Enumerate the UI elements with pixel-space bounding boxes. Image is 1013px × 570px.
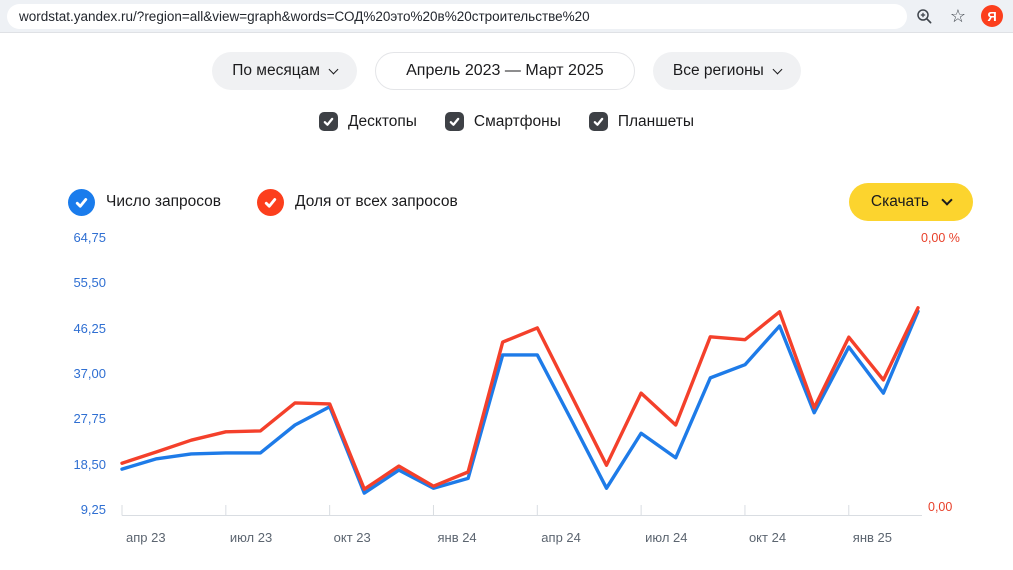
left-axis-tick-label: 18,50	[73, 456, 106, 472]
legend-item[interactable]: Доля от всех запросов	[257, 188, 458, 216]
yandex-profile-logo[interactable]: Я	[981, 5, 1003, 27]
legend-items: Число запросов Доля от всех запросов	[68, 188, 494, 216]
legend-label: Доля от всех запросов	[295, 193, 458, 210]
checkbox-checked[interactable]	[444, 112, 464, 131]
region-dropdown[interactable]: Все регионы	[652, 52, 801, 90]
x-axis-tick-label: окт 23	[333, 530, 371, 545]
device-checkbox-item[interactable]: Планшеты	[588, 112, 694, 131]
device-filters-row: Десктопы Смартфоны Планшеты	[0, 112, 1013, 131]
x-axis-tick-label: апр 23	[126, 530, 166, 545]
x-axis-tick-label: апр 24	[541, 530, 581, 545]
check-icon	[323, 117, 334, 126]
left-axis-tick-label: 46,25	[73, 320, 106, 336]
device-checkbox-item[interactable]: Смартфоны	[444, 112, 561, 131]
group-by-dropdown[interactable]: По месяцам	[212, 52, 357, 90]
bookmark-star-icon[interactable]: ☆	[949, 6, 967, 26]
x-axis-tick-label: июл 24	[645, 530, 688, 545]
x-axis-tick-label: янв 25	[852, 530, 892, 545]
left-axis-tick-label: 37,00	[73, 366, 106, 381]
date-range-label: Апрель 2023 — Март 2025	[406, 62, 604, 79]
device-label: Десктопы	[348, 112, 417, 130]
right-axis-top-label: 0,00 %	[921, 231, 960, 245]
left-axis-tick-label: 64,75	[73, 230, 106, 245]
check-icon	[264, 197, 277, 208]
download-button[interactable]: Скачать	[848, 183, 973, 221]
left-axis-tick-label: 27,75	[73, 411, 106, 427]
download-label: Скачать	[870, 193, 929, 210]
device-label: Планшеты	[617, 112, 694, 130]
series-line-share	[120, 306, 920, 491]
url-text: wordstat.yandex.ru/?region=all&view=grap…	[19, 8, 590, 24]
device-label: Смартфоны	[473, 112, 561, 130]
filters-row: По месяцам Апрель 2023 — Март 2025 Все р…	[0, 52, 1013, 90]
checkbox-checked[interactable]	[319, 112, 338, 131]
check-icon	[449, 117, 460, 126]
chart-canvas[interactable]	[0, 228, 1013, 560]
magnifier-plus-icon	[916, 8, 931, 23]
chevron-down-icon	[941, 194, 953, 206]
x-axis-tick-label: окт 24	[748, 530, 787, 545]
region-label: Все регионы	[672, 62, 764, 79]
left-axis-tick-label: 55,50	[73, 275, 106, 291]
chevron-down-icon	[772, 64, 783, 74]
legend-item[interactable]: Число запросов	[68, 188, 222, 216]
x-axis-tick-label: июл 23	[229, 530, 273, 545]
chevron-down-icon	[328, 64, 339, 74]
legend-label: Число запросов	[106, 193, 222, 210]
device-checkbox-item[interactable]: Десктопы	[319, 112, 417, 131]
x-axis-tick-label: янв 24	[437, 530, 477, 545]
url-input[interactable]: wordstat.yandex.ru/?region=all&view=grap…	[7, 3, 907, 29]
legend-toggle-checked[interactable]	[68, 188, 95, 216]
check-icon	[75, 197, 88, 208]
checkbox-checked[interactable]	[588, 112, 608, 131]
left-axis-tick-label: 9,25	[80, 502, 106, 517]
date-range-button[interactable]: Апрель 2023 — Март 2025	[374, 52, 635, 90]
trend-chart: 64,75 55,50 46,25 37,00 27,75 18,50 9,25 0,00 …	[0, 228, 1013, 560]
check-icon	[593, 117, 604, 126]
legend-toggle-checked[interactable]	[257, 188, 285, 216]
group-by-label: По месяцам	[232, 62, 320, 79]
legend-row: Число запросов Доля от всех запросов Скач…	[68, 183, 973, 221]
browser-address-bar: wordstat.yandex.ru/?region=all&view=grap…	[0, 0, 1013, 33]
zoom-page-icon[interactable]	[907, 8, 941, 25]
series-line-queries	[120, 309, 920, 495]
right-axis-bottom-label: 0,00	[928, 500, 953, 514]
